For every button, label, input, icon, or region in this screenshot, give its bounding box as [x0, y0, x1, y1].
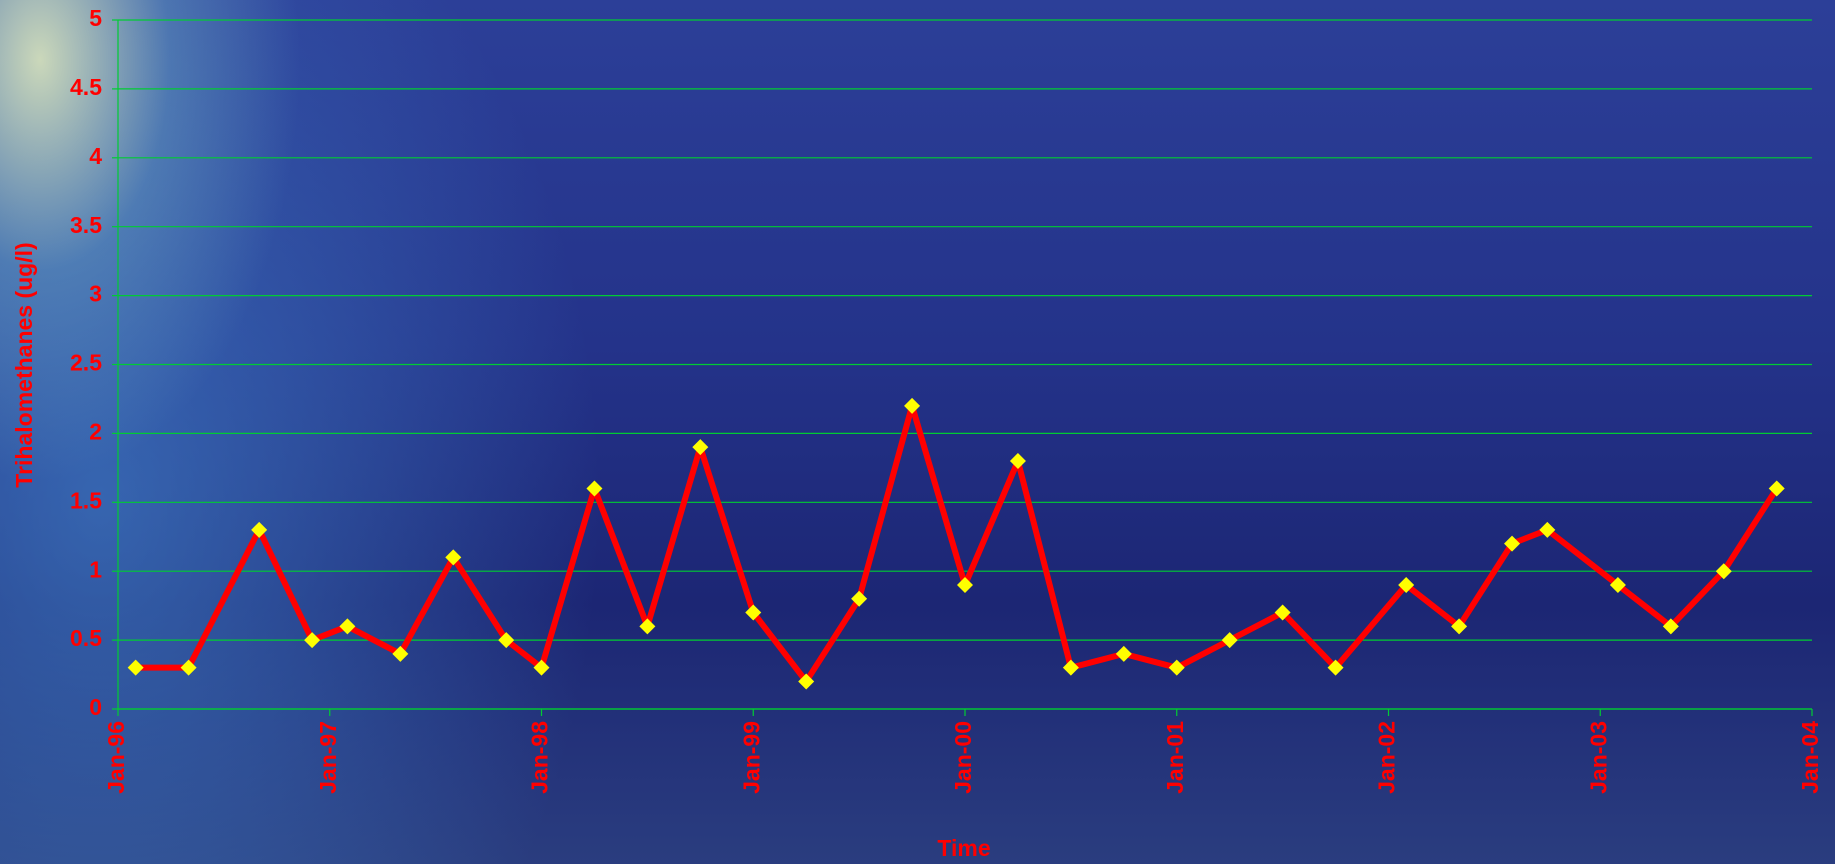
data-point	[1768, 480, 1785, 497]
data-point	[392, 645, 409, 662]
data-point	[1168, 659, 1185, 676]
data-point	[533, 659, 550, 676]
data-point	[586, 480, 603, 497]
data-point	[745, 604, 762, 621]
data-point	[1715, 563, 1732, 580]
data-point	[1504, 535, 1521, 552]
x-tick-label: Jan-02	[1374, 721, 1400, 794]
y-tick-label: 1	[89, 556, 102, 582]
data-point	[251, 521, 268, 538]
data-point	[445, 549, 462, 566]
y-tick-label: 4.5	[70, 74, 102, 100]
x-tick-label: Jan-01	[1162, 721, 1188, 794]
data-point	[339, 618, 356, 635]
x-tick-label: Jan-96	[103, 721, 129, 794]
data-point	[1451, 618, 1468, 635]
x-tick-label: Jan-04	[1797, 721, 1823, 794]
data-point	[304, 632, 321, 649]
x-tick-label: Jan-03	[1585, 721, 1611, 794]
data-point	[1398, 576, 1415, 593]
data-point	[1009, 452, 1026, 469]
data-point	[1221, 632, 1238, 649]
data-point	[692, 439, 709, 456]
y-axis-label: Trihalomethanes (ug/l)	[11, 242, 37, 487]
data-point	[180, 659, 197, 676]
data-point	[1274, 604, 1291, 621]
data-point	[957, 576, 973, 593]
y-tick-label: 2	[89, 418, 102, 444]
y-tick-label: 4	[89, 143, 102, 169]
data-point	[127, 659, 144, 676]
y-tick-label: 1.5	[70, 487, 102, 513]
y-tick-label: 0.5	[70, 625, 102, 651]
y-tick-label: 5	[89, 5, 102, 31]
data-point	[1609, 576, 1626, 593]
x-tick-label: Jan-97	[315, 721, 341, 794]
data-point	[851, 590, 868, 607]
x-tick-label: Jan-98	[527, 721, 553, 794]
data-point	[498, 632, 515, 649]
data-point	[639, 618, 656, 635]
data-point	[798, 673, 815, 690]
y-tick-label: 2.5	[70, 350, 102, 376]
y-tick-label: 0	[89, 694, 102, 720]
data-line	[135, 402, 1780, 685]
x-tick-label: Jan-00	[950, 721, 976, 794]
y-tick-label: 3	[89, 281, 102, 307]
data-point	[1115, 645, 1132, 662]
data-point	[1327, 659, 1344, 676]
y-tick-label: 3.5	[70, 212, 102, 238]
data-point	[1062, 659, 1079, 676]
data-point	[904, 397, 921, 414]
x-tick-label: Jan-99	[738, 721, 764, 794]
data-point	[1539, 521, 1556, 538]
x-axis-label: Time	[937, 835, 990, 861]
data-point	[1662, 618, 1679, 635]
